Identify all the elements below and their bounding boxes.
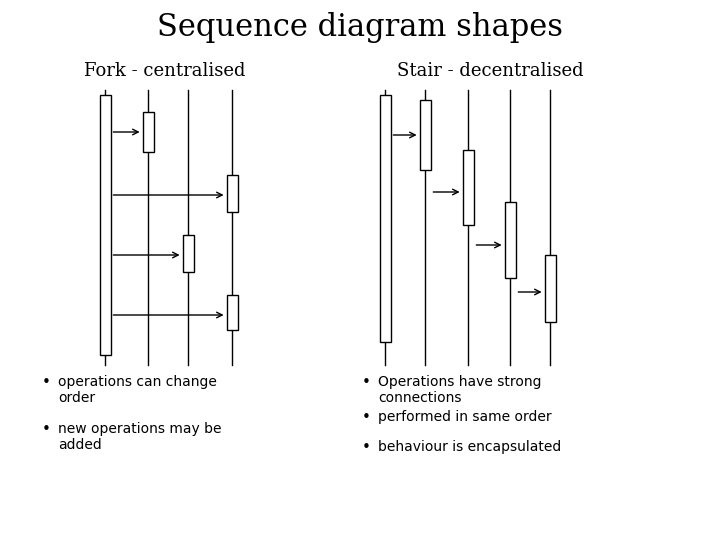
- Text: new operations may be
added: new operations may be added: [58, 422, 222, 452]
- Text: performed in same order: performed in same order: [378, 410, 552, 424]
- Text: •: •: [362, 410, 371, 425]
- Text: •: •: [42, 422, 51, 437]
- Text: Stair - decentralised: Stair - decentralised: [397, 62, 583, 80]
- Bar: [182, 235, 194, 272]
- Bar: [544, 255, 556, 322]
- Bar: [462, 150, 474, 225]
- Text: •: •: [362, 440, 371, 455]
- Text: Fork - centralised: Fork - centralised: [84, 62, 246, 80]
- Text: •: •: [42, 375, 51, 390]
- Bar: [420, 100, 431, 170]
- Bar: [227, 175, 238, 212]
- Text: Operations have strong
connections: Operations have strong connections: [378, 375, 541, 405]
- Bar: [143, 112, 153, 152]
- Text: •: •: [362, 375, 371, 390]
- Bar: [505, 202, 516, 278]
- Bar: [227, 295, 238, 330]
- Bar: [379, 95, 390, 342]
- Text: behaviour is encapsulated: behaviour is encapsulated: [378, 440, 562, 454]
- Text: operations can change
order: operations can change order: [58, 375, 217, 405]
- Bar: [99, 95, 110, 355]
- Text: Sequence diagram shapes: Sequence diagram shapes: [157, 12, 563, 43]
